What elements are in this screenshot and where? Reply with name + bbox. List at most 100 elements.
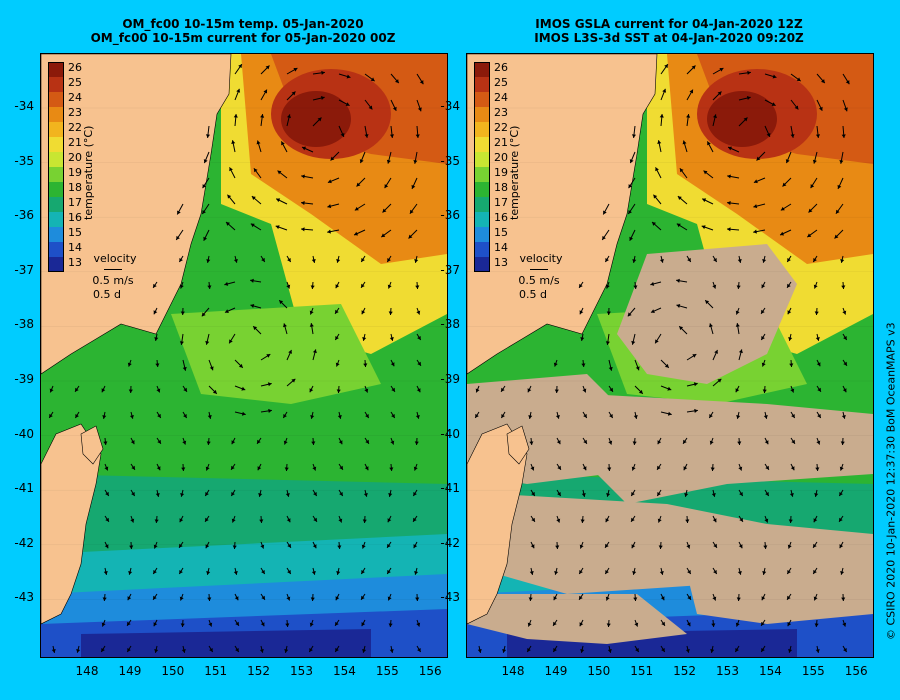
colorbar-swatch	[48, 137, 64, 152]
left-velocity-arrow	[104, 269, 122, 270]
colorbar-label: 14	[68, 241, 82, 254]
colorbar-label: 21	[494, 136, 508, 149]
colorbar-swatch	[474, 92, 490, 107]
colorbar-swatch	[474, 227, 490, 242]
y-tick-label: -40	[14, 426, 34, 441]
colorbar-label: 14	[494, 241, 508, 254]
x-tick-label: 154	[758, 664, 782, 678]
colorbar-label: 18	[494, 181, 508, 194]
colorbar-swatch	[474, 62, 490, 77]
right-velocity-speed: 0.5 m/s	[518, 274, 560, 287]
colorbar-swatch	[474, 242, 490, 257]
right-velocity-time: 0.5 d	[519, 288, 547, 301]
left-colorbar-title: temperature (°C)	[82, 125, 95, 220]
colorbar-swatch	[474, 137, 490, 152]
x-tick-label: 156	[418, 664, 442, 678]
colorbar-swatch	[48, 212, 64, 227]
colorbar-swatch	[48, 122, 64, 137]
colorbar-swatch	[48, 227, 64, 242]
left-velocity-time: 0.5 d	[93, 288, 121, 301]
colorbar-swatch	[48, 257, 64, 272]
velocity-vectors	[48, 63, 424, 653]
x-tick-label: 151	[204, 664, 228, 678]
left-title-line2: OM_fc00 10-15m current for 05-Jan-2020 0…	[90, 31, 396, 45]
right-map-svg	[467, 54, 873, 657]
y-tick-label: -36	[440, 208, 460, 223]
x-tick-label: 148	[501, 664, 525, 678]
x-tick-label: 150	[587, 664, 611, 678]
x-tick-label: 149	[544, 664, 568, 678]
x-tick-label: 151	[630, 664, 654, 678]
x-tick-label: 155	[375, 664, 399, 678]
y-tick-label: -35	[440, 153, 460, 168]
missing-data-mask	[617, 244, 797, 384]
right-velocity-label: velocity	[519, 252, 563, 265]
colorbar-label: 19	[494, 166, 508, 179]
colorbar-label: 24	[494, 91, 508, 104]
colorbar-swatch	[48, 197, 64, 212]
x-tick-label: 148	[75, 664, 99, 678]
right-title: IMOS GSLA current for 04-Jan-2020 12Z IM…	[466, 17, 872, 45]
right-map-panel[interactable]	[466, 53, 874, 658]
colorbar-swatch	[48, 77, 64, 92]
y-tick-label: -43	[14, 590, 34, 605]
y-tick-label: -38	[14, 317, 34, 332]
y-tick-label: -41	[14, 481, 34, 496]
colorbar-swatch	[474, 122, 490, 137]
x-tick-label: 153	[290, 664, 313, 678]
colorbar-label: 26	[494, 61, 508, 74]
y-tick-label: -35	[14, 153, 34, 168]
colorbar-label: 25	[494, 76, 508, 89]
y-tick-label: -43	[440, 590, 460, 605]
colorbar-label: 18	[68, 181, 82, 194]
colorbar-label: 20	[68, 151, 82, 164]
colorbar-swatch	[474, 212, 490, 227]
colorbar-swatch	[48, 167, 64, 182]
y-tick-label: -37	[440, 262, 460, 277]
left-title-line1: OM_fc00 10-15m temp. 05-Jan-2020	[122, 17, 364, 31]
left-velocity-speed: 0.5 m/s	[92, 274, 134, 287]
colorbar-label: 23	[494, 106, 508, 119]
y-tick-label: -42	[440, 535, 460, 550]
x-tick-label: 150	[161, 664, 185, 678]
y-tick-label: -37	[14, 262, 34, 277]
colorbar-label: 16	[494, 211, 508, 224]
x-tick-label: 156	[844, 664, 868, 678]
right-title-line2: IMOS L3S-3d SST at 04-Jan-2020 09:20Z	[534, 31, 804, 45]
left-map-panel[interactable]	[40, 53, 448, 658]
colorbar-swatch	[48, 152, 64, 167]
x-tick-label: 149	[118, 664, 142, 678]
y-tick-label: -36	[14, 208, 34, 223]
colorbar-label: 13	[68, 256, 82, 269]
colorbar-swatch	[474, 167, 490, 182]
x-tick-label: 155	[801, 664, 825, 678]
left-title: OM_fc00 10-15m temp. 05-Jan-2020 OM_fc00…	[40, 17, 446, 45]
right-velocity-arrow	[530, 269, 548, 270]
left-map-svg	[41, 54, 447, 657]
colorbar-label: 20	[494, 151, 508, 164]
y-tick-label: -39	[440, 372, 460, 386]
colorbar-label: 17	[494, 196, 508, 209]
missing-data-mask	[587, 394, 873, 504]
colorbar-label: 25	[68, 76, 82, 89]
y-tick-label: -41	[440, 481, 460, 496]
colorbar-label: 19	[68, 166, 82, 179]
colorbar-label: 13	[494, 256, 508, 269]
colorbar-label: 15	[494, 226, 508, 239]
colorbar-label: 26	[68, 61, 82, 74]
y-tick-label: -34	[14, 99, 34, 113]
y-tick-label: -42	[14, 535, 34, 550]
colorbar-swatch	[474, 77, 490, 92]
x-tick-label: 153	[716, 664, 739, 678]
x-tick-label: 152	[673, 664, 697, 678]
colorbar-label: 21	[68, 136, 82, 149]
right-title-line1: IMOS GSLA current for 04-Jan-2020 12Z	[535, 17, 803, 31]
colorbar-label: 22	[494, 121, 508, 134]
colorbar-swatch	[48, 242, 64, 257]
velocity-vectors	[474, 63, 850, 653]
colorbar-swatch	[48, 182, 64, 197]
left-velocity-label: velocity	[93, 252, 137, 265]
y-tick-label: -39	[14, 372, 34, 386]
colorbar-swatch	[48, 92, 64, 107]
y-tick-label: -38	[440, 317, 460, 332]
